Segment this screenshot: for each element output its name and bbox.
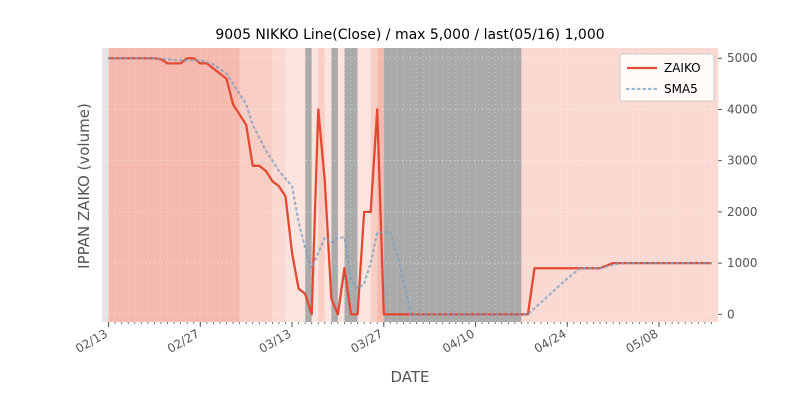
x-tick-label-2: 03/13: [257, 326, 294, 355]
y-axis: 0 1000 2000 3000 4000 5000: [718, 51, 758, 321]
y-tick-label-3: 3000: [727, 154, 758, 168]
legend: ZAIKO SMA5: [619, 53, 715, 102]
x-tick-label-0: 02/13: [73, 326, 110, 355]
background-band-1: [108, 48, 240, 322]
background-band-8: [324, 48, 332, 322]
background-band-9: [331, 48, 339, 322]
series-layer: [107, 57, 713, 316]
background-band-4: [285, 48, 306, 322]
x-axis-label: DATE: [390, 368, 429, 386]
background-band-11: [344, 48, 358, 322]
background-band-0: [102, 48, 109, 322]
x-tick-label-3: 03/27: [348, 326, 385, 355]
background-band-2: [239, 48, 273, 322]
background-band-10: [337, 48, 345, 322]
y-tick-label-4: 4000: [727, 102, 758, 116]
background-band-5: [305, 48, 313, 322]
y-tick-label-0: 0: [727, 307, 735, 321]
background-band-15: [383, 48, 522, 322]
x-tick-label-5: 04/24: [532, 326, 569, 355]
x-tick-label-1: 02/27: [165, 326, 202, 355]
x-axis: 02/13 02/27 03/13 03/27 04/10 04/24 05/08: [73, 322, 712, 356]
series-line-sma5: [107, 57, 713, 316]
y-tick-label-2: 2000: [727, 205, 758, 219]
y-axis-label: IPPAN ZAIKO (volume): [75, 103, 93, 269]
legend-label-zaiko: ZAIKO: [664, 61, 701, 75]
x-tick-label-6: 05/08: [624, 326, 661, 355]
background-band-7: [318, 48, 326, 322]
chart-title: 9005 NIKKO Line(Close) / max 5,000 / las…: [215, 27, 604, 43]
y-tick-label-1: 1000: [727, 256, 758, 270]
background-band-13: [370, 48, 378, 322]
legend-label-sma5: SMA5: [664, 82, 698, 96]
y-tick-label-5: 5000: [727, 51, 758, 65]
x-tick-label-4: 04/10: [440, 326, 477, 355]
